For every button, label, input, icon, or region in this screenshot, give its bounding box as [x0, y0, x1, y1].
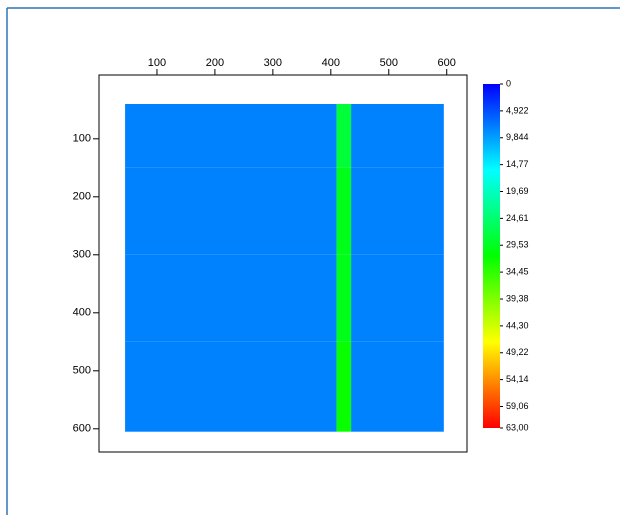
- heatmap-cell: [351, 104, 444, 168]
- y-tick-label: 600: [73, 423, 91, 435]
- colorbar-tick-label: 44,30: [506, 320, 529, 330]
- heatmap-cell: [336, 167, 352, 255]
- colorbar-tick-label: 54,14: [506, 374, 529, 384]
- colorbar-tick-label: 63,00: [506, 422, 529, 432]
- heatmap-cell: [125, 341, 337, 432]
- heatmap-cell: [125, 254, 337, 342]
- plot-frame: [98, 74, 468, 453]
- colorbar-tick-label: 24,61: [506, 213, 529, 223]
- y-tick-label: 300: [73, 249, 91, 261]
- colorbar-tick-label: 0: [506, 78, 511, 88]
- colorbar-tick-label: 34,45: [506, 266, 529, 276]
- heatmap-cell: [351, 341, 444, 432]
- heatmap-cell: [336, 254, 352, 342]
- heatmap-cell: [336, 104, 352, 168]
- colorbar-tick-label: 29,53: [506, 240, 529, 250]
- x-tick-label: 400: [322, 57, 340, 69]
- plot-area: [125, 104, 444, 432]
- colorbar: 0 4,922 9,844 14,77 19,69 24,61 29,53 34,45 39,3…: [483, 78, 529, 432]
- colorbar-tick-label: 49,22: [506, 347, 529, 357]
- heatmap-cell: [125, 104, 337, 168]
- heatmap-cell: [351, 254, 444, 342]
- colorbar-tick-label: 19,69: [506, 186, 529, 196]
- colorbar-tick-label: 59,06: [506, 401, 529, 411]
- y-tick-label: 500: [73, 365, 91, 377]
- x-tick-label: 600: [438, 57, 456, 69]
- x-tick-label: 500: [380, 57, 398, 69]
- heatmap-cell: [125, 167, 337, 255]
- y-tick-label: 200: [73, 191, 91, 203]
- y-tick-label: 400: [73, 307, 91, 319]
- x-tick-label: 100: [148, 57, 166, 69]
- heatmap-cell: [351, 167, 444, 255]
- x-tick-label: 300: [264, 57, 282, 69]
- heatmap-cell: [336, 341, 352, 432]
- colorbar-tick-label: 4,922: [506, 105, 529, 115]
- y-tick-label: 100: [73, 133, 91, 145]
- colorbar-tick-label: 9,844: [506, 132, 529, 142]
- x-tick-label: 200: [206, 57, 224, 69]
- colorbar-scale: [483, 84, 500, 428]
- colorbar-tick-label: 14,77: [506, 159, 529, 169]
- colorbar-tick-label: 39,38: [506, 293, 529, 303]
